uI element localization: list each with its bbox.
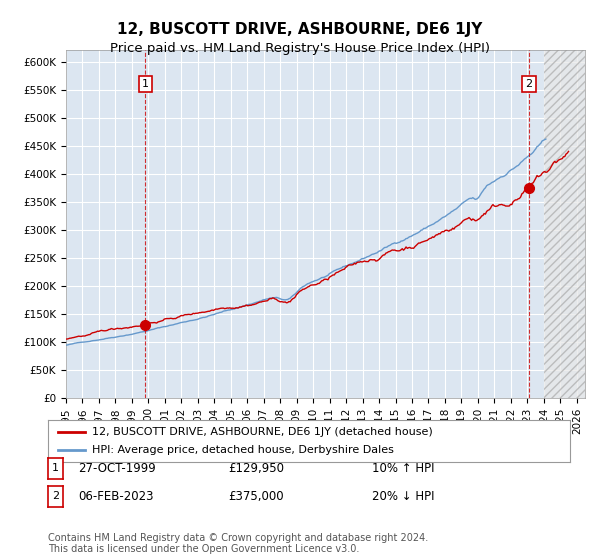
Text: Price paid vs. HM Land Registry's House Price Index (HPI): Price paid vs. HM Land Registry's House … (110, 42, 490, 55)
Text: 27-OCT-1999: 27-OCT-1999 (78, 461, 156, 475)
Text: 06-FEB-2023: 06-FEB-2023 (78, 489, 154, 503)
Text: 10% ↑ HPI: 10% ↑ HPI (372, 461, 434, 475)
Text: 12, BUSCOTT DRIVE, ASHBOURNE, DE6 1JY (detached house): 12, BUSCOTT DRIVE, ASHBOURNE, DE6 1JY (d… (92, 427, 433, 437)
Text: Contains HM Land Registry data © Crown copyright and database right 2024.
This d: Contains HM Land Registry data © Crown c… (48, 533, 428, 554)
Text: 2: 2 (52, 491, 59, 501)
Text: 12, BUSCOTT DRIVE, ASHBOURNE, DE6 1JY: 12, BUSCOTT DRIVE, ASHBOURNE, DE6 1JY (118, 22, 482, 38)
Text: £375,000: £375,000 (228, 489, 284, 503)
Text: 2: 2 (525, 79, 532, 89)
Text: £129,950: £129,950 (228, 461, 284, 475)
Text: 1: 1 (52, 463, 59, 473)
Text: 20% ↓ HPI: 20% ↓ HPI (372, 489, 434, 503)
Text: HPI: Average price, detached house, Derbyshire Dales: HPI: Average price, detached house, Derb… (92, 445, 394, 455)
Text: 1: 1 (142, 79, 149, 89)
